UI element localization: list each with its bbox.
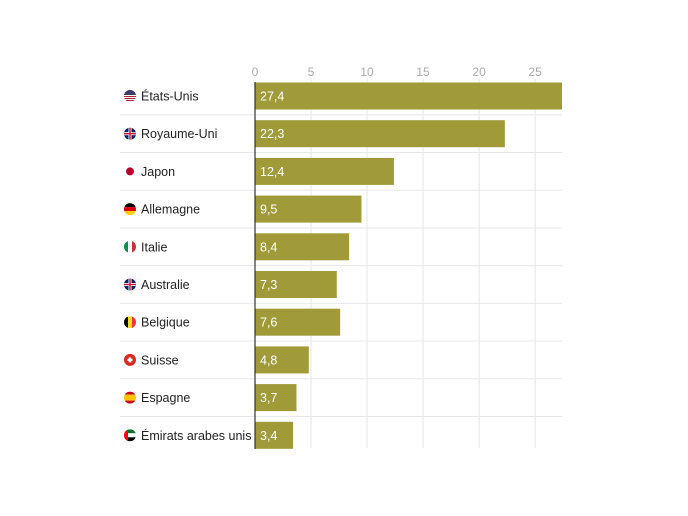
japan-flag-icon [126,167,134,176]
value-label: 12,4 [260,165,284,179]
bar [255,421,294,449]
x-tick-label: 15 [416,65,430,79]
flag-stripe [124,211,136,216]
flag-body [124,429,136,442]
value-label: 3,4 [260,429,277,443]
germany-flag-icon [124,203,136,216]
flag-canton [124,90,136,95]
flag-shape [128,357,132,363]
flag-stripe [128,316,132,329]
flag-body [124,90,136,101]
flag-stripe [124,316,128,329]
value-label: 7,3 [260,278,277,292]
flag-stripe [124,207,136,212]
flag-stripe [124,98,136,99]
flag-stripe [124,203,136,208]
flag-stripe [124,391,136,395]
bar [255,82,562,110]
flag-body [124,391,136,404]
bar [255,346,309,374]
value-label: 9,5 [260,203,277,217]
value-label: 4,8 [260,353,277,367]
flag-cross [124,283,136,286]
x-tick-label: 10 [360,65,374,79]
flag-body [124,127,136,140]
bar [255,120,505,148]
spain-flag-icon [124,391,136,404]
bar [255,233,350,261]
flag-stripe [124,437,136,442]
flag-stripe [124,429,128,442]
category-label: Italie [141,240,167,254]
category-label: Espagne [141,391,190,405]
flag-body [124,240,136,253]
flag-cross [124,133,136,135]
value-label: 7,6 [260,316,277,330]
category-label: États-Unis [141,89,199,104]
flag-body [124,316,136,329]
value-label: 3,7 [260,391,277,405]
belgium-flag-icon [124,316,136,329]
flag-stripe [132,316,136,329]
flag-stripe [124,433,136,438]
category-label: Japon [141,165,175,179]
x-tick-label: 20 [472,65,486,79]
switzerland-flag-icon [124,353,136,366]
us-flag-icon [124,90,136,101]
flag-stripe [132,240,136,253]
flag-shape [126,167,134,176]
category-label: Suisse [141,353,179,367]
flag-stripe [124,96,136,97]
flag-stripe [124,394,136,401]
x-tick-label: 25 [528,65,542,79]
category-label: Royaume-Uni [141,127,217,141]
bar [255,384,297,412]
uae-flag-icon [124,429,136,442]
x-tick-label: 5 [308,65,315,79]
value-label: 22,3 [260,127,284,141]
category-label: Australie [141,278,190,292]
flag-stripe [124,240,128,253]
italy-flag-icon [124,240,136,253]
x-tick-label: 0 [252,65,259,79]
uk-flag-icon [124,127,136,140]
flag-stripe [124,100,136,101]
flag-body [124,203,136,216]
value-label: 8,4 [260,240,277,254]
category-label: Belgique [141,316,190,330]
category-label: Allemagne [141,203,200,217]
flag-stripe [124,400,136,404]
flag-body [124,278,136,291]
category-label: Émirats arabes unis [141,428,251,443]
flag-stripe [124,429,136,434]
bar [255,195,362,223]
australia-flag-icon [124,278,136,291]
bar [255,271,337,298]
value-label: 27,4 [260,90,284,104]
bar [255,308,341,336]
bar [255,157,394,185]
flag-stripe [128,240,132,253]
